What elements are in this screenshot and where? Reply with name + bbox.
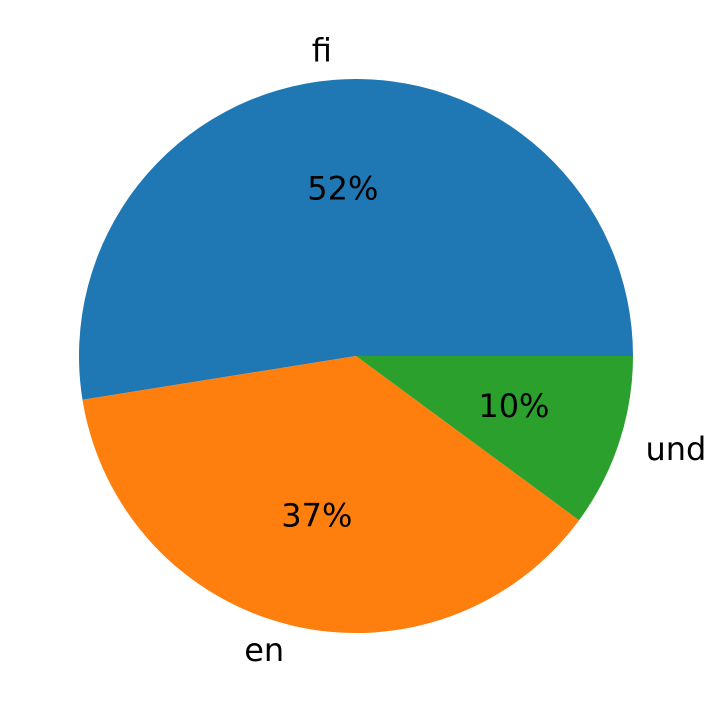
percent-label: 10%: [478, 387, 549, 425]
percent-label: 52%: [307, 169, 378, 207]
percent-label: 37%: [281, 497, 352, 535]
pie-slice: [356, 356, 633, 521]
slice-label: fi: [312, 31, 332, 69]
pie-slice: [82, 356, 580, 633]
slice-label: en: [244, 631, 284, 669]
pie-slice: [78, 78, 633, 400]
slice-label: und: [645, 430, 706, 468]
